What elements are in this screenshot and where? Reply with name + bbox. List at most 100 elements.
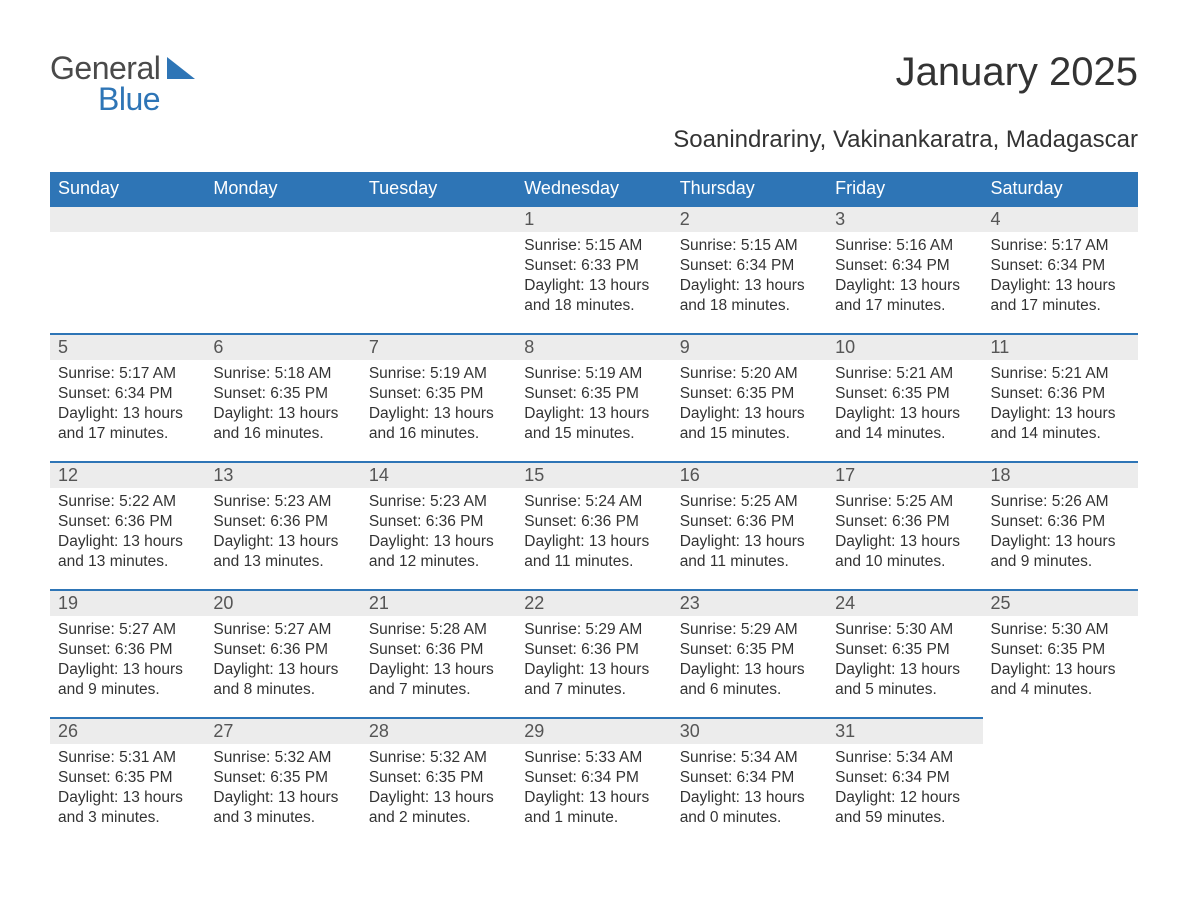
- calendar-cell: 10Sunrise: 5:21 AMSunset: 6:35 PMDayligh…: [827, 333, 982, 461]
- day-number: 22: [516, 589, 671, 616]
- day-line-ss: Sunset: 6:36 PM: [991, 384, 1130, 404]
- day-content: Sunrise: 5:15 AMSunset: 6:34 PMDaylight:…: [672, 232, 827, 325]
- calendar-table: SundayMondayTuesdayWednesdayThursdayFrid…: [50, 172, 1138, 845]
- day-line-sr: Sunrise: 5:25 AM: [835, 492, 974, 512]
- day-number: 14: [361, 461, 516, 488]
- day-line-d2: and 11 minutes.: [680, 552, 819, 572]
- day-line-ss: Sunset: 6:34 PM: [524, 768, 663, 788]
- day-line-d2: and 3 minutes.: [213, 808, 352, 828]
- day-line-sr: Sunrise: 5:34 AM: [680, 748, 819, 768]
- calendar-cell: 19Sunrise: 5:27 AMSunset: 6:36 PMDayligh…: [50, 589, 205, 717]
- calendar-cell: [983, 717, 1138, 845]
- day-number: 8: [516, 333, 671, 360]
- logo: General Blue: [50, 50, 195, 118]
- day-line-d2: and 8 minutes.: [213, 680, 352, 700]
- day-line-d1: Daylight: 13 hours: [58, 404, 197, 424]
- day-of-week-header: Thursday: [672, 172, 827, 205]
- calendar-cell: 29Sunrise: 5:33 AMSunset: 6:34 PMDayligh…: [516, 717, 671, 845]
- day-line-d1: Daylight: 13 hours: [369, 660, 508, 680]
- day-line-ss: Sunset: 6:35 PM: [991, 640, 1130, 660]
- day-line-d1: Daylight: 13 hours: [524, 404, 663, 424]
- day-line-d1: Daylight: 13 hours: [680, 788, 819, 808]
- calendar-cell: 12Sunrise: 5:22 AMSunset: 6:36 PMDayligh…: [50, 461, 205, 589]
- day-number: 31: [827, 717, 982, 744]
- day-line-sr: Sunrise: 5:22 AM: [58, 492, 197, 512]
- day-line-d1: Daylight: 13 hours: [991, 660, 1130, 680]
- day-number: 13: [205, 461, 360, 488]
- calendar-body: 1Sunrise: 5:15 AMSunset: 6:33 PMDaylight…: [50, 205, 1138, 845]
- day-number: 7: [361, 333, 516, 360]
- day-line-d1: Daylight: 13 hours: [835, 276, 974, 296]
- day-number: 1: [516, 205, 671, 232]
- day-number: 24: [827, 589, 982, 616]
- day-line-sr: Sunrise: 5:30 AM: [835, 620, 974, 640]
- day-line-d1: Daylight: 13 hours: [58, 532, 197, 552]
- calendar-week: 19Sunrise: 5:27 AMSunset: 6:36 PMDayligh…: [50, 589, 1138, 717]
- day-line-d1: Daylight: 13 hours: [524, 788, 663, 808]
- day-line-d2: and 6 minutes.: [680, 680, 819, 700]
- calendar-cell: 3Sunrise: 5:16 AMSunset: 6:34 PMDaylight…: [827, 205, 982, 333]
- calendar-cell: 13Sunrise: 5:23 AMSunset: 6:36 PMDayligh…: [205, 461, 360, 589]
- day-line-d2: and 16 minutes.: [369, 424, 508, 444]
- calendar-cell: 2Sunrise: 5:15 AMSunset: 6:34 PMDaylight…: [672, 205, 827, 333]
- day-content: Sunrise: 5:29 AMSunset: 6:36 PMDaylight:…: [516, 616, 671, 709]
- day-line-ss: Sunset: 6:35 PM: [58, 768, 197, 788]
- day-number: 18: [983, 461, 1138, 488]
- day-line-sr: Sunrise: 5:21 AM: [835, 364, 974, 384]
- day-line-sr: Sunrise: 5:19 AM: [524, 364, 663, 384]
- day-of-week-header: Friday: [827, 172, 982, 205]
- day-line-d1: Daylight: 13 hours: [991, 404, 1130, 424]
- day-line-ss: Sunset: 6:35 PM: [369, 768, 508, 788]
- day-content: Sunrise: 5:30 AMSunset: 6:35 PMDaylight:…: [983, 616, 1138, 709]
- day-line-sr: Sunrise: 5:24 AM: [524, 492, 663, 512]
- calendar-cell: 9Sunrise: 5:20 AMSunset: 6:35 PMDaylight…: [672, 333, 827, 461]
- day-line-sr: Sunrise: 5:20 AM: [680, 364, 819, 384]
- day-line-d2: and 13 minutes.: [213, 552, 352, 572]
- day-line-d1: Daylight: 13 hours: [835, 404, 974, 424]
- day-content: Sunrise: 5:17 AMSunset: 6:34 PMDaylight:…: [50, 360, 205, 453]
- day-number: 5: [50, 333, 205, 360]
- day-line-d2: and 14 minutes.: [835, 424, 974, 444]
- day-number: 9: [672, 333, 827, 360]
- empty-day-bar: [361, 205, 516, 232]
- day-line-ss: Sunset: 6:36 PM: [835, 512, 974, 532]
- day-line-ss: Sunset: 6:36 PM: [524, 640, 663, 660]
- calendar-cell: 28Sunrise: 5:32 AMSunset: 6:35 PMDayligh…: [361, 717, 516, 845]
- calendar-cell: 23Sunrise: 5:29 AMSunset: 6:35 PMDayligh…: [672, 589, 827, 717]
- day-content: Sunrise: 5:25 AMSunset: 6:36 PMDaylight:…: [672, 488, 827, 581]
- day-line-d1: Daylight: 13 hours: [213, 788, 352, 808]
- page-title: January 2025: [896, 50, 1138, 95]
- calendar-week: 26Sunrise: 5:31 AMSunset: 6:35 PMDayligh…: [50, 717, 1138, 845]
- day-line-sr: Sunrise: 5:28 AM: [369, 620, 508, 640]
- day-line-sr: Sunrise: 5:30 AM: [991, 620, 1130, 640]
- day-content: Sunrise: 5:20 AMSunset: 6:35 PMDaylight:…: [672, 360, 827, 453]
- day-content: Sunrise: 5:16 AMSunset: 6:34 PMDaylight:…: [827, 232, 982, 325]
- day-content: Sunrise: 5:29 AMSunset: 6:35 PMDaylight:…: [672, 616, 827, 709]
- day-content: Sunrise: 5:28 AMSunset: 6:36 PMDaylight:…: [361, 616, 516, 709]
- day-line-ss: Sunset: 6:33 PM: [524, 256, 663, 276]
- calendar-cell: 4Sunrise: 5:17 AMSunset: 6:34 PMDaylight…: [983, 205, 1138, 333]
- day-line-ss: Sunset: 6:34 PM: [680, 768, 819, 788]
- day-content: Sunrise: 5:15 AMSunset: 6:33 PMDaylight:…: [516, 232, 671, 325]
- day-line-sr: Sunrise: 5:17 AM: [58, 364, 197, 384]
- day-line-d1: Daylight: 13 hours: [213, 660, 352, 680]
- day-line-sr: Sunrise: 5:15 AM: [524, 236, 663, 256]
- calendar-cell: [361, 205, 516, 333]
- day-line-d2: and 14 minutes.: [991, 424, 1130, 444]
- calendar-cell: 11Sunrise: 5:21 AMSunset: 6:36 PMDayligh…: [983, 333, 1138, 461]
- day-line-d2: and 9 minutes.: [58, 680, 197, 700]
- day-line-d2: and 17 minutes.: [991, 296, 1130, 316]
- day-line-d1: Daylight: 13 hours: [369, 532, 508, 552]
- day-line-d2: and 0 minutes.: [680, 808, 819, 828]
- empty-day-bar: [205, 205, 360, 232]
- day-number: 12: [50, 461, 205, 488]
- day-content: Sunrise: 5:18 AMSunset: 6:35 PMDaylight:…: [205, 360, 360, 453]
- calendar-cell: 22Sunrise: 5:29 AMSunset: 6:36 PMDayligh…: [516, 589, 671, 717]
- calendar-week: 1Sunrise: 5:15 AMSunset: 6:33 PMDaylight…: [50, 205, 1138, 333]
- day-content: Sunrise: 5:34 AMSunset: 6:34 PMDaylight:…: [672, 744, 827, 837]
- day-number: 25: [983, 589, 1138, 616]
- day-line-ss: Sunset: 6:35 PM: [213, 384, 352, 404]
- day-line-ss: Sunset: 6:36 PM: [369, 512, 508, 532]
- calendar-cell: 26Sunrise: 5:31 AMSunset: 6:35 PMDayligh…: [50, 717, 205, 845]
- calendar-cell: 30Sunrise: 5:34 AMSunset: 6:34 PMDayligh…: [672, 717, 827, 845]
